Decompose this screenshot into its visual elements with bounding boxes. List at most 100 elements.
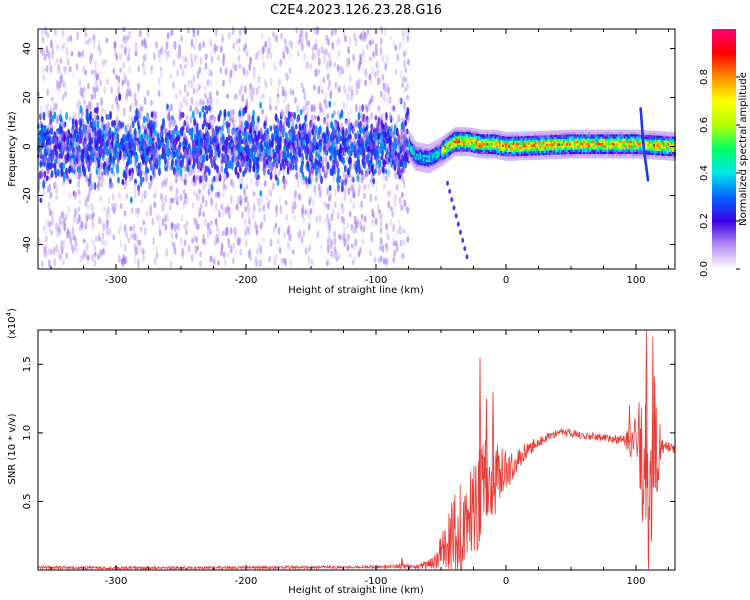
spectrogram-cell [175, 148, 179, 157]
spectrogram-cell [169, 260, 173, 268]
spectrogram-cell [93, 251, 97, 258]
spectrogram-cell [168, 120, 172, 129]
spectrogram-cell [107, 130, 111, 140]
spectrogram-cell [105, 37, 109, 44]
spectrogram-cell [224, 257, 227, 265]
spectrogram-cell [370, 148, 374, 155]
spectrogram-cell [304, 114, 308, 123]
spectrogram-cell [358, 104, 362, 113]
spectrogram-cell [328, 195, 331, 203]
spectrogram-cell [314, 38, 318, 45]
spectrogram-cell [269, 125, 273, 132]
spectrogram-cell [333, 147, 337, 155]
spectrogram-cell [215, 90, 219, 96]
spectrogram-cell [345, 128, 348, 136]
spectrogram-cell [400, 28, 404, 37]
spectrogram-cell [81, 252, 85, 261]
spectrogram-cell [405, 48, 409, 57]
spectrogram-cell [399, 41, 403, 49]
spectrogram-cell [42, 74, 45, 83]
spectrogram-cell [311, 167, 315, 177]
spectrogram-cell [192, 126, 196, 135]
spectrogram-cell [359, 219, 362, 228]
spectrogram-cell [72, 147, 75, 154]
spectrogram-cell [51, 51, 54, 60]
spectrogram-cell [196, 245, 200, 251]
spectrogram-cell [273, 157, 276, 164]
spectrogram-cell [279, 149, 283, 158]
spectrogram-cell [136, 257, 140, 265]
spectrogram-cell [343, 187, 347, 197]
spectrogram-cell [128, 30, 131, 39]
spectrogram-cell [326, 60, 329, 70]
spectrogram-cell [370, 94, 374, 103]
spectrogram-cell [162, 117, 165, 125]
spectrogram-cell [190, 59, 194, 68]
spectrogram-cell [191, 110, 195, 119]
spectrogram-cell [61, 142, 65, 151]
spectrogram-cell [404, 160, 407, 169]
spectrogram-cell [316, 230, 320, 239]
spectrogram-cell [138, 239, 142, 247]
spectrogram-cell [248, 62, 252, 72]
spectrogram-cell [81, 49, 85, 58]
spectrogram-cell [247, 250, 251, 259]
spectrogram-cell [272, 31, 275, 38]
spectrogram-cell [351, 259, 355, 266]
spectrogram-cell [40, 111, 43, 119]
spectrogram-cell [369, 249, 372, 257]
spectrogram-cell [345, 173, 349, 182]
spectrogram-cell [55, 102, 58, 110]
spectrogram-cell [242, 131, 245, 137]
spectrogram-cell [99, 195, 103, 203]
spectrogram-cell [317, 48, 320, 58]
spectrogram-cell [58, 215, 62, 225]
spectrogram-cell [283, 97, 286, 104]
spectrogram-cell [373, 71, 377, 79]
spectrogram-cell [287, 120, 291, 129]
spectrogram-cell [397, 145, 401, 154]
spectrogram-cell [47, 123, 51, 132]
spectrogram-cell [389, 218, 393, 227]
spectrogram-cell [92, 43, 96, 50]
spectrogram-cell [276, 87, 280, 94]
spectrogram-cell [214, 29, 218, 37]
spectrogram-cell [192, 75, 196, 83]
spectrogram-cell [174, 125, 178, 132]
spectrogram-cell [66, 58, 70, 66]
spectrogram-cell [54, 158, 58, 165]
spectrogram-cell [203, 153, 206, 163]
spectrogram-cell [120, 43, 124, 50]
spectrogram-cell [210, 178, 214, 185]
spectrogram-cell [49, 110, 53, 120]
spectrogram-cell [364, 68, 368, 78]
spectrogram-cell [207, 123, 211, 131]
spectrogram-cell [297, 231, 300, 240]
spectrogram-cell [152, 157, 156, 164]
spectrogram-cell [249, 82, 253, 91]
spectrogram-cell [332, 127, 336, 136]
spectrogram-cell [68, 65, 72, 73]
spectrogram-cell [329, 133, 333, 143]
spectrogram-cell [378, 244, 382, 251]
spectrogram-cell [100, 115, 104, 123]
spectrogram-cell [93, 90, 97, 100]
spectrogram-cell [214, 192, 218, 199]
spectrogram-cell [339, 145, 343, 155]
spectrogram-cell [297, 39, 301, 46]
spectrogram-cell [275, 252, 279, 261]
spectrogram-cell [367, 145, 371, 153]
spectrogram-cell [346, 119, 350, 128]
spectrogram-cell [272, 123, 276, 131]
spectrogram-cell [255, 53, 258, 61]
spectrogram-cell [242, 66, 246, 73]
spectrogram-cell [275, 204, 278, 212]
spectrogram-cell [85, 112, 89, 122]
spectrogram-cell [345, 140, 349, 148]
spectrogram-cell [278, 78, 281, 87]
spectrogram-cell [155, 158, 159, 168]
spectrogram-cell [333, 201, 337, 209]
spectrogram-cell [244, 228, 248, 238]
spectrogram-cell [101, 176, 104, 184]
